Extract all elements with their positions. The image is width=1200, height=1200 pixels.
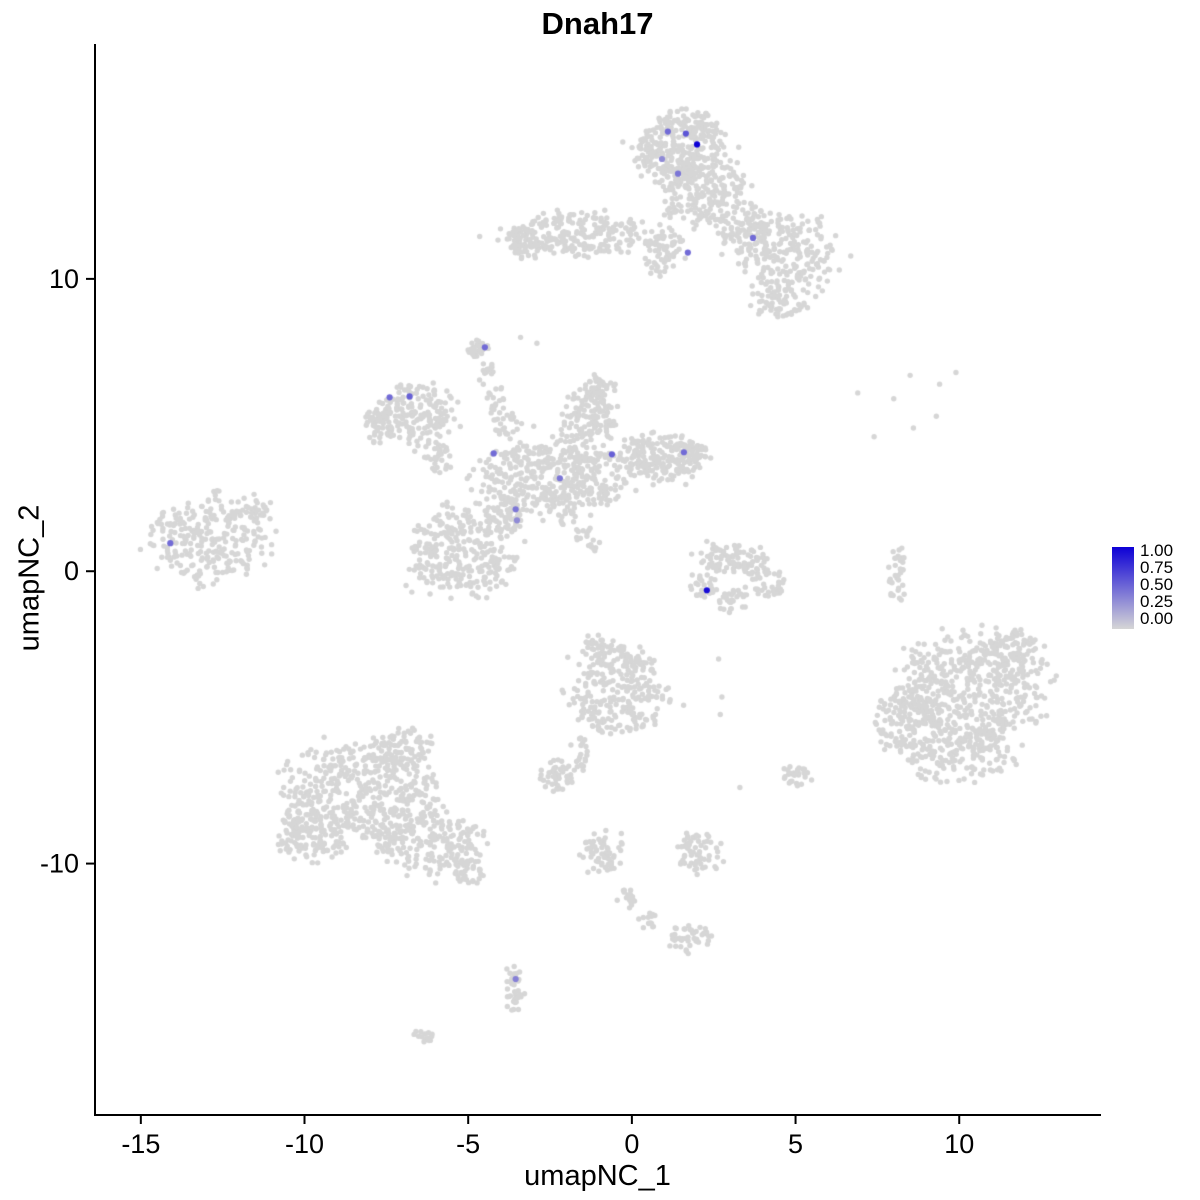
legend-tick-label: 1.00: [1140, 541, 1173, 560]
y-axis-label: umapNC_2: [13, 504, 46, 652]
y-tick-label: 10: [49, 264, 79, 294]
legend-tick-label: 0.25: [1140, 592, 1173, 611]
x-tick-label: 0: [624, 1129, 639, 1159]
x-tick-label: 5: [788, 1129, 803, 1159]
x-tick-label: 10: [944, 1129, 974, 1159]
legend-tick-label: 0.00: [1140, 609, 1173, 628]
x-axis-label: umapNC_1: [524, 1160, 671, 1192]
x-tick-label: -10: [285, 1129, 324, 1159]
legend-colorbar: [1112, 547, 1134, 629]
x-tick-label: -15: [121, 1129, 160, 1159]
axis-lines: [94, 44, 1101, 1116]
y-tick-label: -10: [40, 849, 79, 879]
x-tick-label: -5: [456, 1129, 480, 1159]
legend-tick-label: 0.50: [1140, 575, 1173, 594]
legend-tick-label: 0.75: [1140, 558, 1173, 577]
y-tick-label: 0: [64, 556, 79, 586]
